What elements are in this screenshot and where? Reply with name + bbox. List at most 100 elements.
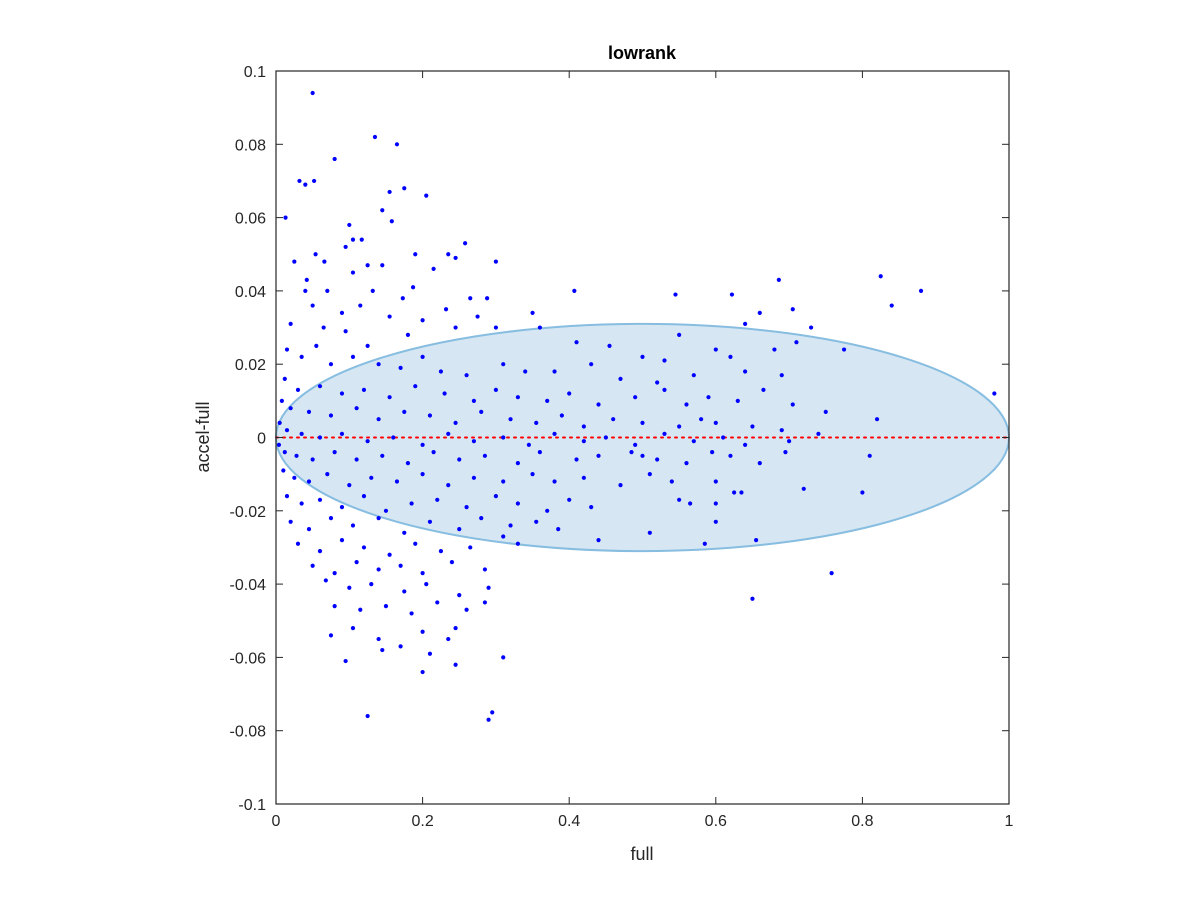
data-point <box>633 442 638 447</box>
data-point <box>713 420 718 425</box>
data-point <box>420 354 425 359</box>
y-tick-label: -0.08 <box>230 724 267 741</box>
data-point <box>464 373 469 378</box>
data-point <box>823 409 828 414</box>
y-tick-label: 0.06 <box>235 211 266 228</box>
data-point <box>729 292 735 297</box>
data-point <box>420 669 425 675</box>
y-axis-label: accel-full <box>193 401 213 472</box>
data-point <box>310 563 315 568</box>
data-point <box>325 288 330 293</box>
data-point <box>783 450 788 455</box>
data-point <box>312 178 317 184</box>
data-point <box>288 519 293 524</box>
data-point <box>816 431 821 436</box>
data-point <box>501 362 506 367</box>
data-point <box>482 567 488 572</box>
data-point <box>328 413 334 418</box>
data-point <box>757 461 762 466</box>
data-point <box>750 596 755 601</box>
data-point <box>501 435 506 440</box>
data-point <box>713 501 718 506</box>
data-point <box>443 307 449 312</box>
data-point <box>358 303 363 308</box>
data-point <box>490 710 495 715</box>
data-point <box>640 354 645 359</box>
data-point <box>860 490 865 495</box>
data-point <box>420 318 425 323</box>
data-point <box>829 571 834 576</box>
data-point <box>313 252 318 257</box>
data-point <box>424 193 429 198</box>
data-point <box>534 420 539 425</box>
data-point <box>446 431 451 436</box>
data-point <box>370 288 375 293</box>
data-point <box>673 292 678 297</box>
data-point <box>471 475 477 480</box>
data-point <box>453 420 458 425</box>
data-point <box>453 255 458 261</box>
data-point <box>420 442 425 447</box>
y-axis-ticks: -0.1 -0.08 -0.06 -0.04 -0.02 0 0.02 0.04 0.06 0.0… <box>230 64 1009 814</box>
data-point <box>317 549 323 554</box>
data-point <box>552 369 557 374</box>
data-point <box>442 391 447 396</box>
data-point <box>317 384 323 389</box>
data-point <box>380 263 385 268</box>
data-point <box>992 391 997 396</box>
data-point <box>387 189 392 195</box>
data-point <box>288 406 293 411</box>
data-point <box>640 453 645 458</box>
data-point <box>409 501 414 506</box>
data-point <box>306 479 312 484</box>
data-point <box>463 241 468 246</box>
data-point <box>537 325 542 330</box>
data-point <box>761 387 766 392</box>
data-point <box>482 453 488 458</box>
data-point <box>328 633 334 638</box>
data-point <box>515 541 520 546</box>
data-point <box>501 479 506 484</box>
data-point <box>310 303 315 308</box>
data-point <box>677 497 682 502</box>
data-point <box>387 395 392 400</box>
data-point <box>677 332 682 337</box>
data-point <box>402 589 407 594</box>
data-point <box>361 545 367 550</box>
data-point <box>574 340 579 345</box>
data-point <box>633 395 638 400</box>
data-point <box>372 134 378 140</box>
data-point <box>303 288 308 293</box>
data-point <box>288 321 293 326</box>
data-point <box>354 560 359 565</box>
data-point <box>750 424 755 429</box>
data-point <box>446 252 451 257</box>
data-point <box>284 494 290 499</box>
data-point <box>728 453 733 458</box>
data-point <box>277 420 282 425</box>
y-tick-label: -0.1 <box>238 797 266 814</box>
data-point <box>358 607 363 612</box>
data-point <box>728 354 733 359</box>
data-point <box>376 417 381 422</box>
data-point <box>482 600 488 605</box>
data-point <box>572 288 577 293</box>
data-point <box>283 215 288 220</box>
data-point <box>710 450 715 455</box>
data-point <box>306 409 312 414</box>
data-point <box>310 457 315 462</box>
y-tick-label: 0 <box>257 431 266 448</box>
data-point <box>640 420 645 425</box>
data-point <box>402 409 407 414</box>
data-point <box>874 417 880 422</box>
data-point <box>394 142 400 147</box>
data-point <box>790 307 795 312</box>
data-point <box>339 431 345 436</box>
data-point <box>339 538 345 543</box>
data-point <box>339 391 345 396</box>
data-point <box>369 582 374 587</box>
data-point <box>299 501 304 506</box>
data-point <box>493 387 498 392</box>
data-point <box>350 625 356 631</box>
data-point <box>347 222 352 228</box>
